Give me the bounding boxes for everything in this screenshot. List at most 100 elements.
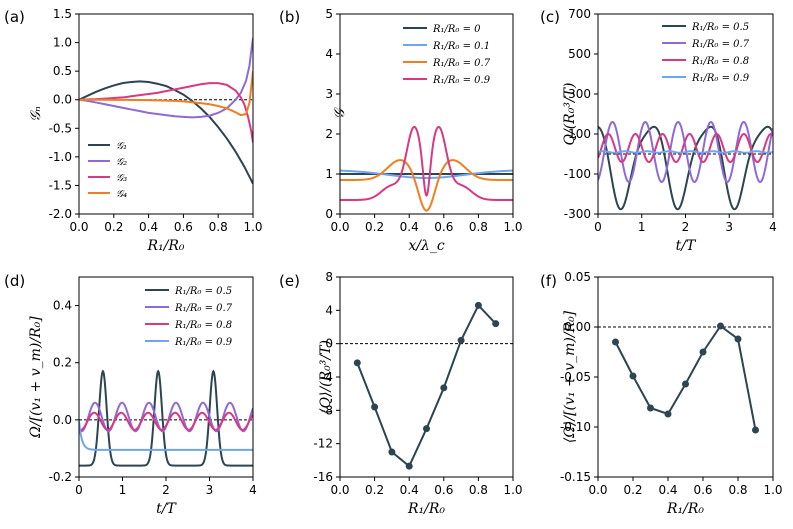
y-tick-label: -100 [564,167,591,181]
y-axis-label: ⟨Q⟩/(R₀³/T) [318,340,334,414]
y-tick-label: 0.2 [53,356,72,370]
y-tick-label: 0.4 [53,299,72,313]
legend-label: R₁/R₀ = 0.9 [174,337,233,348]
x-tick-label: 1 [638,220,646,234]
x-axis-label: R₁/R₀ [146,238,184,254]
x-tick-label: 0.0 [588,483,607,497]
x-tick-label: 0.6 [174,220,193,234]
data-point [353,359,361,367]
axes-frame [78,13,254,215]
series-line [340,169,513,179]
legend-label: R₁/R₀ = 0.8 [174,320,232,331]
x-tick-label: 0.0 [69,220,88,234]
panel-label: (c) [540,8,560,26]
panel-b: 0.0 0.2 0.4 0.6 0.8 1.0 0 1 2 3 4 5 x/λ_c 𝒢 (b) R₁/R₀ =… [279,7,523,254]
y-tick-label: 8 [325,270,333,284]
x-tick-label: 1 [119,483,127,497]
series-line [79,421,253,451]
y-tick-label: 0.00 [564,320,591,334]
y-tick-label: -12 [313,437,333,451]
x-tick-label: 2 [162,483,170,497]
panel-d: 0 1 2 3 4 -0.2 0.0 0.2 0.4 t/T Ω/[(v₁ + v_m)/R₀] (d… [4,272,257,517]
data-point [612,338,619,346]
y-tick-label: -1.5 [49,178,72,192]
data-point [629,372,637,380]
panel-label: (a) [4,8,25,26]
y-tick-label: 0.05 [564,270,591,284]
y-tick-label: -0.10 [560,420,591,434]
x-tick-label: 1.0 [763,483,782,497]
series-line [79,71,253,117]
y-tick-label: -1.0 [49,150,72,164]
y-tick-label: 0.0 [53,93,72,107]
y-tick-label: -0.15 [560,470,591,484]
y-tick-label: 700 [568,7,591,21]
x-axis-label: t/T [676,238,697,254]
data-point [699,348,707,356]
axes-frame [339,13,514,215]
x-tick-label: 0.4 [139,220,158,234]
y-tick-label: -0.5 [49,121,72,135]
x-tick-label: 0.2 [104,220,123,234]
plot-area [598,120,773,211]
series-line [79,411,253,431]
series-line [340,125,513,201]
data-point [734,335,742,343]
series-line [598,133,773,163]
x-tick-label: 0.2 [365,220,384,234]
data-point [492,320,500,328]
series-line [79,37,253,119]
panel-label: (d) [4,272,25,290]
legend-label: 𝒢₂ [116,157,127,168]
data-point [647,404,654,412]
y-tick-label: 1 [325,167,333,181]
series-line [598,120,773,183]
x-tick-label: 1.0 [503,220,522,234]
legend-label: R₁/R₀ = 0.5 [174,286,232,297]
y-tick-label: 3 [325,87,333,101]
axes-frame [597,276,774,478]
data-point [440,384,448,392]
panel-c: 0 1 2 3 4 -300 -100 100 300 500 700 t/T Q/(R₀³/T) (c)… [540,7,777,254]
legend-label: R₁/R₀ = 0 [432,24,481,35]
x-tick-label: 3 [725,220,733,234]
panel-e: 0.0 0.2 0.4 0.6 0.8 1.0 -16 -12 -8 -4 0 4 8 R₁/R₀ ⟨Q⟩/… [279,270,523,517]
y-tick-label: 500 [568,47,591,61]
x-axis-label: x/λ_c [408,238,444,254]
y-tick-label: -300 [564,207,591,221]
series-line [79,369,253,467]
legend-label: R₁/R₀ = 0.5 [691,22,749,33]
x-axis-label: R₁/R₀ [666,501,704,517]
x-tick-label: 0.4 [400,483,419,497]
y-tick-label: 5 [325,7,333,21]
data-point [388,448,396,456]
series-line [79,80,253,185]
y-tick-label: 0 [325,207,333,221]
x-tick-label: 0.8 [469,220,488,234]
legend-label: R₁/R₀ = 0.7 [691,39,750,50]
series-line [79,82,253,143]
panel-label: (e) [279,272,300,290]
series-line [356,303,497,468]
x-tick-label: 0.6 [434,220,453,234]
data-point [371,403,379,411]
y-tick-label: 4 [325,303,333,317]
y-axis-label: ⟨Ω⟩/[(v₁ + v_m)/R₀] [562,310,578,443]
y-tick-label: -2.0 [49,207,72,221]
panel-label: (f) [540,272,557,290]
x-tick-label: 0.6 [693,483,712,497]
legend-label: R₁/R₀ = 0.7 [174,303,233,314]
y-tick-label: 0.0 [53,413,72,427]
y-tick-label: 2 [325,127,333,141]
y-tick-label: 0.5 [53,64,72,78]
y-axis-label: Ω/[(v₁ + v_m)/R₀] [28,316,44,439]
data-point [682,380,689,388]
legend-label: R₁/R₀ = 0.1 [432,41,490,52]
axes-frame [339,276,514,478]
y-tick-label: -0.2 [49,470,72,484]
x-tick-label: 1.0 [503,483,522,497]
legend-label: 𝒢₁ [116,141,127,152]
data-point [717,322,724,330]
panel-label: (b) [279,8,300,26]
